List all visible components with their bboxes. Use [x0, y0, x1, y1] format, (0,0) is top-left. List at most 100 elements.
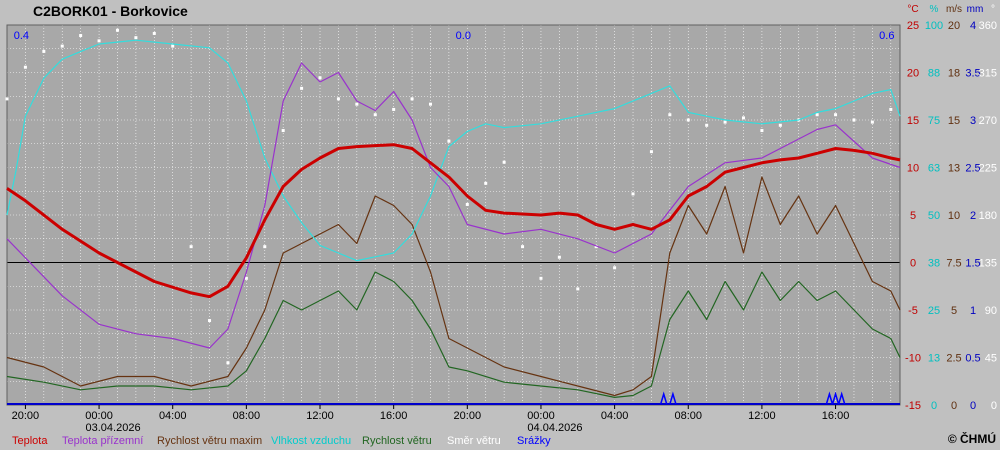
- series-line: [6, 271, 901, 398]
- grid: [6, 24, 901, 406]
- wind-direction-point: [226, 361, 230, 365]
- y-tick-label: 75: [928, 115, 940, 127]
- x-tick-label: 04:00: [601, 410, 629, 422]
- series-line: [6, 143, 901, 299]
- series-line: [6, 39, 901, 262]
- wind-direction-point: [870, 120, 874, 124]
- x-date-label: 04.04.2026: [527, 422, 582, 434]
- y-tick-label: 0: [910, 258, 916, 270]
- wind-direction-point: [244, 276, 248, 280]
- wind-direction-point: [318, 76, 322, 80]
- wind-direction-point: [355, 102, 359, 106]
- wind-direction-point: [23, 65, 27, 69]
- y-axis-unit: °C: [907, 4, 918, 15]
- wind-direction-point: [649, 150, 653, 154]
- y-tick-label: 270: [979, 115, 997, 127]
- precip-mark: [837, 391, 846, 405]
- y-tick-label: 7.5: [946, 258, 961, 270]
- y-tick-label: 2: [970, 210, 976, 222]
- x-tick-label: 08:00: [674, 410, 702, 422]
- wind-direction-point: [852, 118, 856, 122]
- series-line: [6, 62, 901, 349]
- y-tick-label: 18: [948, 68, 960, 80]
- x-tick-label: 12:00: [306, 410, 334, 422]
- y-tick-label: 3.5: [965, 68, 980, 80]
- y-tick-label: 135: [979, 258, 997, 270]
- y-tick-label: 100: [925, 20, 943, 32]
- y-tick-label: 13: [928, 353, 940, 365]
- x-date-label: 03.04.2026: [86, 422, 141, 434]
- precip-mark: [669, 391, 677, 405]
- wind-direction-point: [79, 34, 83, 38]
- y-tick-label: 0: [970, 400, 976, 412]
- wind-direction-point: [594, 245, 598, 249]
- y-tick-label: 315: [979, 68, 997, 80]
- wind-direction-point: [60, 44, 64, 48]
- wind-direction-point: [631, 192, 635, 196]
- x-tick-label: 04:00: [159, 410, 187, 422]
- y-tick-label: 0: [931, 400, 937, 412]
- wind-direction-point: [686, 118, 690, 122]
- wind-direction-point: [263, 245, 267, 249]
- wind-direction-point: [723, 120, 727, 124]
- wind-direction-point: [208, 319, 212, 323]
- wind-direction-point: [741, 116, 745, 120]
- wind-direction-point: [281, 129, 285, 133]
- y-axis-unit: m/s: [946, 4, 962, 15]
- x-tick-label: 20:00: [454, 410, 482, 422]
- y-tick-label: 1: [970, 305, 976, 317]
- legend-item: Rychlost větru: [362, 435, 432, 447]
- x-tick-label: 12:00: [748, 410, 776, 422]
- copyright: © ČHMÚ: [948, 431, 996, 446]
- legend-item: Srážky: [517, 435, 551, 447]
- x-tick-label: 20:00: [12, 410, 40, 422]
- wind-direction-point: [373, 113, 377, 117]
- y-tick-label: 5: [951, 305, 957, 317]
- y-tick-label: 63: [928, 163, 940, 175]
- y-axis-unit: °: [991, 4, 995, 15]
- wind-direction-point: [613, 266, 617, 270]
- legend-item: Vlhkost vzduchu: [271, 435, 351, 447]
- wind-direction-point: [428, 102, 432, 106]
- wind-direction-point: [815, 113, 819, 117]
- wind-direction-point: [705, 123, 709, 127]
- wind-direction-point: [502, 160, 506, 164]
- y-tick-label: 180: [979, 210, 997, 222]
- y-tick-label: 25: [928, 305, 940, 317]
- daily-precip-total: 0.6: [879, 30, 894, 42]
- y-tick-label: 4: [970, 20, 976, 32]
- daily-precip-total: 0.0: [456, 30, 471, 42]
- wind-direction-point: [115, 28, 119, 32]
- wind-direction-point: [447, 139, 451, 143]
- legend-item: Teplota přízemní: [62, 435, 143, 447]
- y-tick-label: 15: [948, 115, 960, 127]
- y-tick-label: 20: [907, 68, 919, 80]
- precip-mark: [659, 391, 668, 405]
- wind-direction-point: [97, 39, 101, 43]
- y-tick-label: 45: [985, 353, 997, 365]
- y-tick-label: 225: [979, 163, 997, 175]
- y-tick-label: 3: [970, 115, 976, 127]
- y-tick-label: 20: [948, 20, 960, 32]
- wind-direction-point: [171, 44, 175, 48]
- daily-precip-total: 0.4: [14, 30, 29, 42]
- wind-direction-point: [42, 49, 46, 53]
- y-axis-unit: mm: [967, 4, 984, 15]
- wind-direction-point: [336, 97, 340, 101]
- legend-item: Směr větru: [447, 435, 501, 447]
- legend: Teplota Teplota přízemní Rychlost větru ma…: [12, 435, 551, 447]
- wind-direction-point: [189, 245, 193, 249]
- wind-direction-point: [539, 276, 543, 280]
- y-tick-label: 360: [979, 20, 997, 32]
- y-tick-label: 88: [928, 68, 940, 80]
- y-tick-label: 25: [907, 20, 919, 32]
- precip-mark: [831, 391, 840, 405]
- y-tick-label: 50: [928, 210, 940, 222]
- y-tick-label: 15: [907, 115, 919, 127]
- wind-direction-point: [410, 97, 414, 101]
- series-layer: [5, 28, 901, 405]
- x-tick-label: 16:00: [380, 410, 408, 422]
- wind-direction-point: [5, 97, 9, 101]
